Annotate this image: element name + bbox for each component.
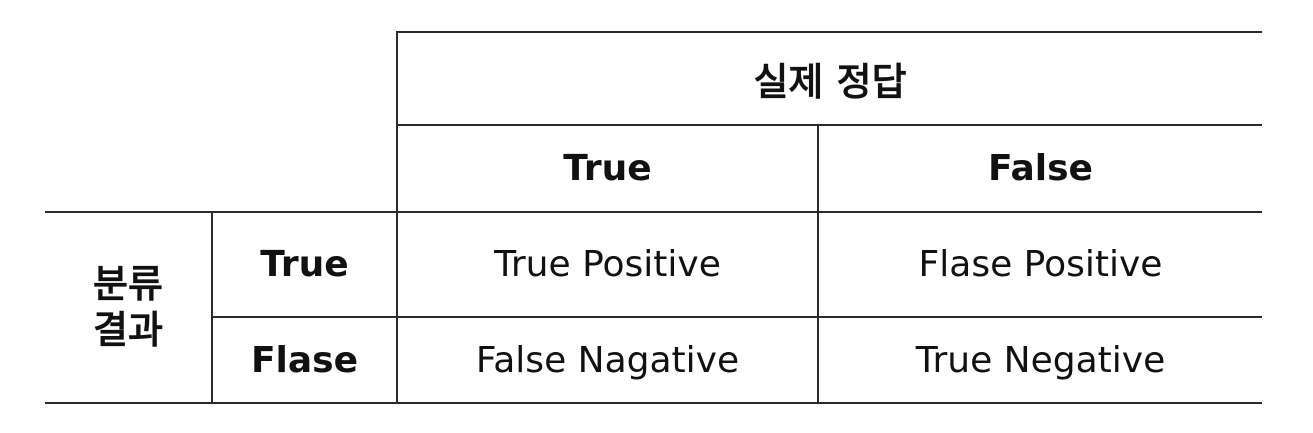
row-group-header-line-1: 분류	[93, 261, 163, 306]
row-header-true: True	[260, 244, 349, 285]
table-border-left-body	[396, 31, 398, 404]
row-group-header: 분류 결과	[45, 213, 211, 402]
table-divider-row	[211, 316, 1262, 318]
cell-flase-positive: Flase Positive	[918, 244, 1163, 285]
table-border-bottom	[45, 402, 1262, 404]
table-divider-row-group	[211, 211, 213, 404]
table-divider-columns	[817, 124, 819, 404]
cell-true-negative: True Negative	[915, 339, 1166, 381]
cell-false-nagative: False Nagative	[475, 339, 740, 381]
column-header-true: True	[563, 148, 652, 189]
column-header-false: False	[988, 148, 1093, 189]
row-group-header-line-2: 결과	[93, 307, 163, 352]
cell-true-positive: True Positive	[494, 244, 721, 285]
row-header-flase: Flase	[250, 339, 359, 381]
table-divider-column-headers	[45, 211, 1262, 213]
table-border-top	[396, 31, 1262, 33]
column-group-header: 실제 정답	[753, 60, 907, 104]
table-divider-group-header	[396, 124, 1262, 126]
